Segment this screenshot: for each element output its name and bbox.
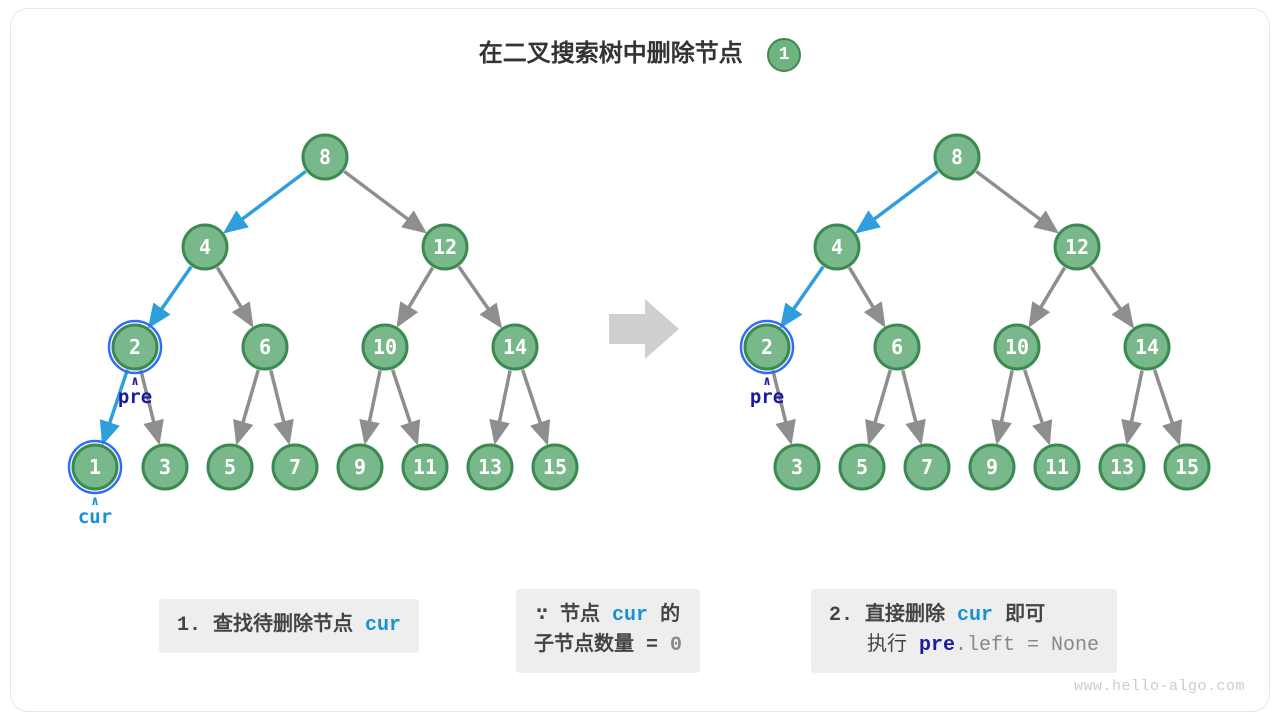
cap2-zero: 0 [670,634,682,657]
tree-right: 84122610143579111315∧pre [687,117,1227,537]
tree-node-label: 1 [89,455,101,479]
tree-edge [858,171,938,231]
tree-node-label: 5 [224,455,236,479]
tree-edge [237,370,258,442]
tree-edge [398,268,432,325]
tree-edge [1155,370,1179,443]
cap3-num: 2. [829,604,853,627]
tree-edge [365,370,380,441]
tree-edge [903,370,921,441]
tree-edge [459,267,500,326]
watermark: www.hello-algo.com [1074,678,1245,695]
tree-node-label: 4 [831,235,843,259]
cur-label: cur [78,506,112,528]
tree-edge [271,370,289,441]
tree-edge [523,370,547,443]
tree-node-label: 9 [986,455,998,479]
tree-node-label: 10 [373,335,397,359]
tree-node-label: 11 [413,455,437,479]
tree-edge [226,171,306,231]
tree-node-label: 7 [289,455,301,479]
diagram-title: 在二叉搜索树中删除节点 1 [11,33,1269,72]
tree-edge [782,267,823,326]
caption-step-2: 2. 直接删除 cur 即可 执行 pre.left = None [811,589,1117,673]
cap2-cur: cur [612,604,648,627]
tree-node-label: 12 [1065,235,1089,259]
tree-node-label: 5 [856,455,868,479]
cap1-num: 1. [177,614,201,637]
tree-node-label: 6 [259,335,271,359]
tree-edge [1025,370,1049,443]
tree-edge [976,171,1056,231]
title-badge: 1 [767,38,801,72]
tree-node-label: 8 [319,145,331,169]
tree-edge [393,370,417,443]
tree-node-label: 13 [478,455,502,479]
tree-node-label: 7 [921,455,933,479]
cap2-text2: 的 [660,604,680,627]
cap1-cur: cur [365,614,401,637]
diagram-frame: 在二叉搜索树中删除节点 1 841226101413579111315∧pre∧… [10,8,1270,712]
cap3-code: .left = None [955,634,1099,657]
tree-edge [344,171,424,231]
pre-label: pre [750,386,784,408]
tree-node-label: 13 [1110,455,1134,479]
tree-edge [150,267,191,326]
tree-edge [1127,370,1142,441]
cap3-text2: 即可 [1005,604,1045,627]
tree-node-label: 12 [433,235,457,259]
tree-node-label: 3 [159,455,171,479]
caption-reason: ∵ 节点 cur 的 子节点数量 = 0 [516,589,700,673]
tree-node-label: 15 [1175,455,1199,479]
cap3-cur: cur [957,604,993,627]
tree-node-label: 11 [1045,455,1069,479]
tree-node-label: 8 [951,145,963,169]
cap3-pre: pre [919,634,955,657]
cap3-exec: 执行 [867,634,907,657]
caption-step-1: 1. 查找待删除节点 cur [159,599,419,653]
tree-edge [849,268,883,325]
transition-arrow [609,299,679,359]
tree-node-label: 6 [891,335,903,359]
pre-label: pre [118,386,152,408]
tree-node-label: 10 [1005,335,1029,359]
tree-edge [997,370,1012,441]
cap3-text1: 直接删除 [865,604,945,627]
tree-node-label: 2 [761,335,773,359]
tree-left: 841226101413579111315∧pre∧cur [55,117,595,537]
tree-node-label: 4 [199,235,211,259]
cap2-because: ∵ [536,604,548,627]
tree-edge [869,370,890,442]
tree-edge [1091,267,1132,326]
cap2-text1: 节点 [560,604,600,627]
tree-edge [495,370,510,441]
tree-edge [1030,268,1064,325]
tree-node-label: 9 [354,455,366,479]
tree-node-label: 3 [791,455,803,479]
tree-node-label: 14 [1135,335,1159,359]
title-text: 在二叉搜索树中删除节点 [479,42,743,69]
cap2-line2a: 子节点数量 = [534,634,658,657]
cap1-text: 查找待删除节点 [213,614,353,637]
tree-node-label: 14 [503,335,527,359]
tree-node-label: 15 [543,455,567,479]
tree-node-label: 2 [129,335,141,359]
tree-edge [217,268,251,325]
